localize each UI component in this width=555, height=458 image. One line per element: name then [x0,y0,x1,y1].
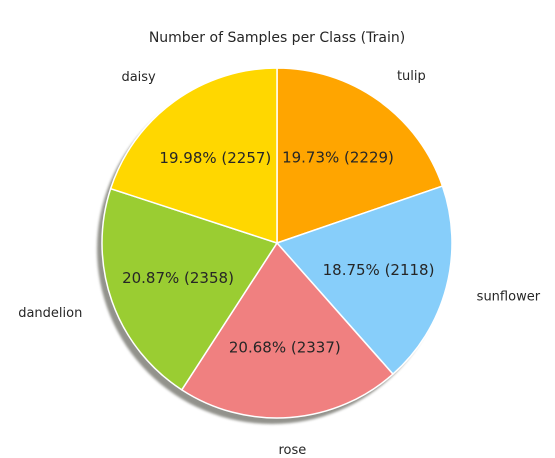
slice-label-dandelion: dandelion [18,306,82,321]
pie-labels: tulip 19.73% (2229) sunflower 18.75% (2118)… [18,69,541,458]
slice-label-tulip: tulip [397,69,426,84]
slice-percent-dandelion: 20.87% (2358) [122,269,234,287]
slice-label-rose: rose [278,443,306,458]
chart-title: Number of Samples per Class (Train) [149,30,405,46]
slice-percent-daisy: 19.98% (2257) [159,149,271,167]
slice-percent-rose: 20.68% (2337) [229,339,341,357]
pie-slice-dandelion [101,187,278,391]
pie-slice-daisy [109,67,278,244]
pie-slice-sunflower [276,185,453,375]
pie-slice-tulip [276,67,444,244]
slice-percent-sunflower: 18.75% (2118) [323,261,435,279]
pie-slices [101,67,453,419]
slice-percent-tulip: 19.73% (2229) [282,149,394,167]
slice-label-sunflower: sunflower [477,290,541,305]
pie-slice-rose [181,242,394,419]
slice-label-daisy: daisy [121,70,156,85]
